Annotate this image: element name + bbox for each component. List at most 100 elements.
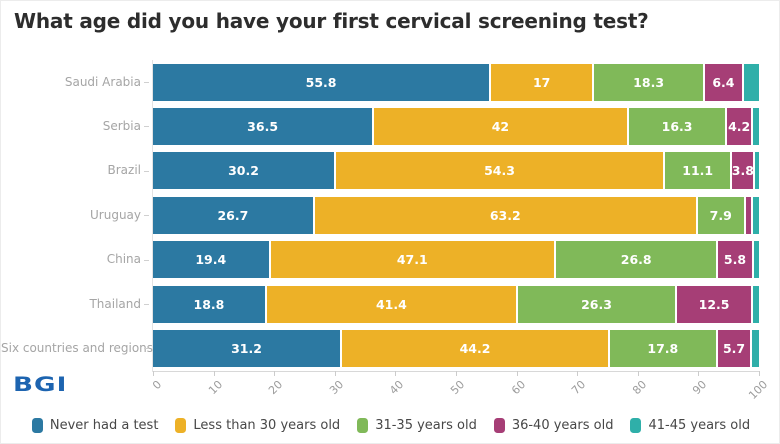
bar-segment: 26.3 — [517, 285, 676, 323]
bar-value-label: 17 — [532, 74, 551, 90]
category-label: Serbia — [102, 118, 141, 133]
bar-value-label: 12.5 — [698, 296, 730, 312]
bar-value-label: 6.4 — [712, 74, 735, 90]
bar-segment: 5.7 — [717, 329, 751, 367]
bar-segment — [752, 196, 759, 234]
bar-value-label: 30.2 — [228, 163, 259, 179]
x-tick-label: 90 — [690, 378, 710, 398]
legend-label: 36-40 years old — [511, 417, 614, 433]
bar-segment: 36.5 — [153, 107, 373, 145]
bar-segment: 11.1 — [665, 152, 731, 190]
bar-value-label: 47.1 — [396, 252, 428, 268]
x-tick — [759, 371, 760, 376]
legend-item: 36-40 years old — [493, 417, 614, 433]
legend-swatch — [175, 417, 187, 433]
x-tick — [213, 371, 215, 376]
bar-segment: 17.8 — [609, 329, 716, 367]
bar-value-label: 55.8 — [305, 74, 337, 90]
bar-segment — [752, 329, 759, 367]
bar-value-label: 42 — [491, 118, 510, 134]
bar-segment: 12.5 — [677, 285, 751, 323]
bar-segment: 30.2 — [153, 152, 334, 190]
chart-title: What age did you have your first cervica… — [14, 9, 649, 33]
legend-item: 41-45 years old — [630, 417, 751, 433]
bar-value-label: 19.4 — [195, 252, 227, 268]
category-label: Brazil — [107, 163, 142, 178]
bar-segment: 19.4 — [153, 241, 269, 279]
bar-value-label: 7.9 — [709, 207, 732, 223]
legend-label: Less than 30 years old — [193, 417, 341, 433]
x-tick-label: 80 — [629, 378, 649, 398]
chart-row: Thailand 18.8 41.4 26.3 12.5 — [1, 282, 779, 326]
bar-segment: 6.4 — [705, 63, 742, 101]
x-tick-label: 60 — [508, 378, 528, 398]
bar-value-label: 18.3 — [633, 74, 665, 90]
category-tick — [144, 126, 149, 128]
stacked-bar: 55.8 17 18.3 6.4 — [153, 63, 759, 101]
bar-segment: 26.7 — [153, 196, 313, 234]
bar-segment — [745, 196, 751, 234]
bar-segment: 5.8 — [718, 241, 752, 279]
stacked-bar: 26.7 63.2 7.9 — [153, 196, 759, 234]
chart-row: Uruguay 26.7 63.2 7.9 — [1, 193, 779, 237]
legend-item: Never had a test — [31, 417, 159, 433]
category-label: Saudi Arabia — [64, 74, 141, 89]
chart-row: Serbia 36.5 42 16.3 4.2 — [1, 104, 779, 148]
bar-segment: 26.8 — [555, 241, 717, 279]
bar-segment: 42 — [374, 107, 627, 145]
x-tick — [334, 371, 336, 376]
bar-value-label: 4.2 — [728, 118, 751, 134]
bar-segment: 41.4 — [266, 285, 516, 323]
x-tick — [153, 371, 154, 376]
category-tick — [144, 170, 149, 172]
bgi-logo: BGI — [13, 373, 68, 396]
bar-value-label: 26.7 — [217, 207, 249, 223]
stacked-bar: 31.2 44.2 17.8 5.7 — [153, 329, 759, 367]
x-tick — [577, 371, 579, 376]
bar-value-label: 5.7 — [722, 340, 746, 356]
bar-segment: 4.2 — [727, 107, 751, 145]
bar-segment: 18.3 — [594, 63, 704, 101]
x-tick-label: 100 — [746, 378, 771, 403]
category-tick — [144, 82, 149, 83]
y-axis-line — [152, 60, 153, 372]
legend-item: 31-35 years old — [357, 417, 477, 433]
legend: Never had a test Less than 30 years old 31… — [1, 412, 779, 438]
bar-value-label: 63.2 — [489, 207, 521, 223]
legend-swatch — [357, 417, 369, 433]
legend-label: 41-45 years old — [648, 417, 751, 433]
bar-value-label: 54.3 — [484, 163, 515, 179]
x-tick-label: 50 — [448, 378, 468, 398]
x-tick-label: 30 — [326, 378, 346, 398]
chart-row: China 19.4 47.1 26.8 5.8 — [1, 238, 779, 282]
legend-label: 31-35 years old — [375, 417, 477, 433]
bar-value-label: 41.4 — [375, 296, 407, 312]
x-tick — [698, 371, 700, 376]
bar-value-label: 16.3 — [661, 118, 693, 134]
legend-swatch — [630, 417, 642, 433]
legend-swatch — [493, 417, 505, 433]
plot-area: Saudi Arabia 55.8 17 18.3 6.4 Serbia 36.5 42 16.… — [1, 60, 779, 372]
legend-label: Never had a test — [49, 417, 159, 433]
bar-value-label: 36.5 — [247, 118, 279, 134]
bar-segment: 16.3 — [628, 107, 726, 145]
bar-value-label: 26.8 — [620, 252, 652, 268]
bar-value-label: 17.8 — [647, 340, 679, 356]
stacked-bar: 36.5 42 16.3 4.2 — [153, 107, 759, 145]
category-tick — [144, 304, 149, 305]
bar-segment: 18.8 — [153, 285, 265, 323]
bar-value-label: 44.2 — [459, 340, 491, 356]
x-tick — [395, 371, 397, 376]
bar-segment: 54.3 — [336, 152, 664, 190]
legend-swatch — [31, 417, 43, 433]
category-label: Thailand — [89, 296, 141, 311]
x-tick-label: 40 — [387, 378, 407, 398]
bar-segment: 3.8 — [731, 152, 754, 190]
bar-segment — [743, 63, 759, 101]
stacked-bar: 30.2 54.3 11.1 3.8 — [153, 152, 759, 190]
chart-row: Saudi Arabia 55.8 17 18.3 6.4 — [1, 60, 779, 104]
bar-value-label: 3.8 — [731, 163, 754, 179]
bar-segment — [752, 285, 759, 323]
bar-segment — [752, 107, 759, 145]
